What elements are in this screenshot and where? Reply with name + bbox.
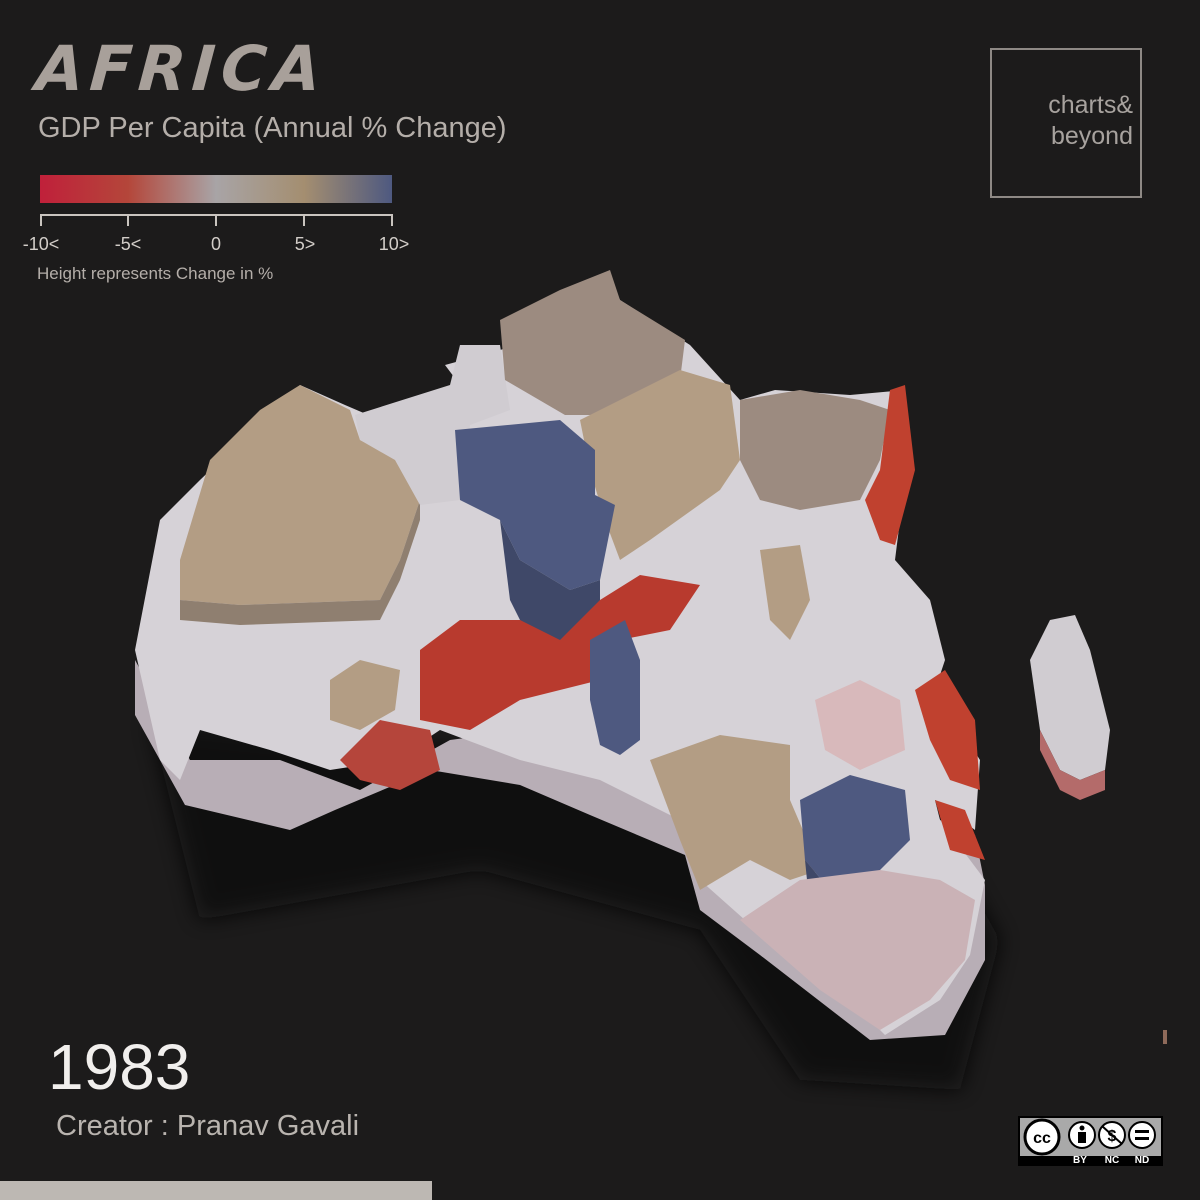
island-small xyxy=(1163,1030,1167,1044)
timeline-progress-bar xyxy=(0,1181,432,1200)
license-label-nd: ND xyxy=(1135,1155,1149,1166)
region-blue-north xyxy=(455,420,615,590)
region-blue-south xyxy=(800,775,910,890)
region-north-east-2 xyxy=(580,370,740,560)
noncommercial-icon-glyph: $ xyxy=(1108,1128,1117,1145)
region-central-red xyxy=(420,575,700,730)
region-blue-north-side xyxy=(500,520,600,650)
cc-icon-glyph: cc xyxy=(1033,1130,1051,1147)
legend-tick-label: -5< xyxy=(114,234,142,254)
region-tan-small xyxy=(330,660,400,730)
attribution-icon-head xyxy=(1079,1125,1085,1131)
region-north-east xyxy=(500,270,685,415)
legend-note: Height represents Change in % xyxy=(37,264,274,283)
region-west-red xyxy=(340,720,440,790)
region-east-tan xyxy=(760,545,810,640)
island-madagascar-side xyxy=(1040,730,1105,800)
legend-tick-label: 0 xyxy=(210,234,222,254)
brand-line-2: beyond xyxy=(1050,122,1133,150)
attribution-icon-body xyxy=(1078,1132,1086,1143)
region-southern-tan xyxy=(650,735,820,890)
year-label: 1983 xyxy=(48,1031,191,1103)
map-subtitle: GDP Per Capita (Annual % Change) xyxy=(38,112,507,144)
legend-tick-label: 5> xyxy=(294,234,316,254)
region-red-sea xyxy=(865,385,915,545)
legend-color-bar xyxy=(40,175,392,203)
noderivs-icon xyxy=(1128,1121,1156,1149)
creator-credit: Creator : Pranav Gavali xyxy=(56,1110,360,1142)
legend-tick xyxy=(40,214,42,226)
license-badge: cc $ BY NC ND xyxy=(1018,1116,1163,1166)
island-madagascar xyxy=(1030,615,1110,780)
legend-tick xyxy=(303,214,305,226)
region-east-red xyxy=(915,670,980,790)
legend-tick xyxy=(391,214,393,226)
brand-logo-box: charts& beyond xyxy=(990,48,1142,198)
brand-logo-text: charts& beyond xyxy=(1048,90,1133,152)
brand-line-1: charts& xyxy=(1048,91,1133,119)
legend-tick-label: -10< xyxy=(22,234,60,254)
license-label-by: BY xyxy=(1073,1155,1087,1166)
region-sahara xyxy=(355,345,510,505)
legend-tick xyxy=(215,214,217,226)
legend-tick xyxy=(127,214,129,226)
cc-icon xyxy=(1023,1118,1061,1156)
region-west-africa-side xyxy=(180,500,420,625)
region-south-pink xyxy=(740,870,975,1030)
region-horn xyxy=(740,390,890,510)
legend-tick-label: 10> xyxy=(378,234,410,254)
region-east-red-2 xyxy=(935,800,985,860)
region-blue-central xyxy=(590,620,640,755)
license-label-nc: NC xyxy=(1105,1155,1119,1166)
region-south-east-pink xyxy=(815,680,905,770)
